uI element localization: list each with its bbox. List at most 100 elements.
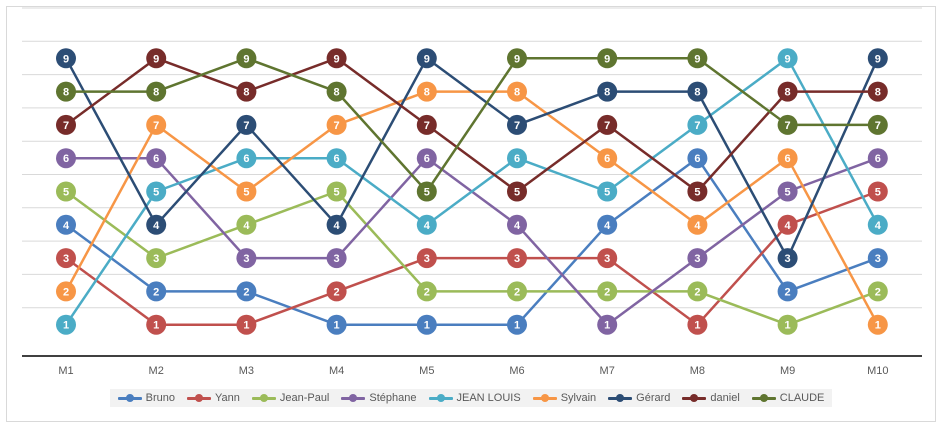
data-label: 9: [334, 53, 340, 65]
data-point: 3: [597, 248, 618, 269]
data-point: 8: [326, 81, 347, 102]
data-label: 8: [604, 87, 610, 99]
data-point-marker: [326, 48, 347, 69]
legend-label: Yann: [214, 392, 240, 404]
data-label: 2: [604, 286, 610, 298]
data-label: 5: [243, 187, 249, 199]
data-label: 4: [424, 220, 431, 232]
data-point-marker: [687, 48, 708, 69]
legend-label: CLAUDE: [779, 392, 825, 404]
data-point: 3: [56, 248, 76, 269]
data-point-marker: [236, 181, 257, 202]
data-point-marker: [867, 314, 888, 335]
data-label: 1: [875, 320, 881, 332]
data-point-marker: [597, 314, 618, 335]
data-point: 7: [146, 114, 167, 135]
data-point: 9: [146, 48, 167, 69]
data-label: 3: [153, 253, 159, 265]
data-point-marker: [867, 181, 888, 202]
data-label: 1: [785, 320, 791, 332]
data-label: 2: [785, 286, 791, 298]
data-point: 4: [687, 214, 708, 235]
data-point: 3: [236, 248, 257, 269]
data-point-marker: [146, 248, 167, 269]
data-point-marker: [777, 81, 798, 102]
data-point: 9: [597, 48, 618, 69]
data-point-marker: [56, 148, 76, 169]
data-point: 2: [236, 281, 257, 302]
data-point: 4: [146, 214, 167, 235]
data-label: 2: [694, 286, 700, 298]
data-label: 8: [243, 87, 249, 99]
data-point: 3: [687, 248, 708, 269]
data-point: 9: [867, 48, 888, 69]
data-point-marker: [236, 81, 257, 102]
x-tick-label: M6: [509, 365, 524, 377]
data-label: 9: [153, 53, 159, 65]
data-point: 7: [777, 114, 798, 135]
data-point: 1: [56, 314, 76, 335]
data-point-marker: [416, 148, 437, 169]
data-point-marker: [597, 181, 618, 202]
data-point: 9: [507, 48, 527, 69]
x-axis-labels: M1 M2 M3 M4 M5 M6 M7 M8 M9 M10: [58, 365, 888, 377]
legend-item: Yann: [186, 392, 240, 404]
legend-swatch-icon: [682, 393, 707, 403]
data-label: 1: [63, 320, 69, 332]
data-point-marker: [56, 48, 76, 69]
data-label: 9: [424, 53, 430, 65]
series-line: [65, 190, 879, 326]
data-point-marker: [867, 248, 888, 269]
legend-swatch-icon: [608, 393, 633, 403]
data-point-marker: [56, 248, 76, 269]
data-point-marker: [687, 114, 708, 135]
data-point-marker: [867, 114, 888, 135]
data-label: 6: [243, 153, 249, 165]
legend-swatch-icon: [341, 393, 366, 403]
data-label: 7: [153, 120, 159, 132]
data-point: 9: [687, 48, 708, 69]
data-point: 7: [416, 114, 437, 135]
data-label: 9: [694, 53, 700, 65]
data-label: 5: [694, 187, 700, 199]
data-point: 2: [146, 281, 167, 302]
data-label: 1: [243, 320, 249, 332]
data-point: 9: [777, 48, 798, 69]
data-point: 8: [597, 81, 618, 102]
data-label: 4: [694, 220, 701, 232]
data-label: 3: [63, 253, 69, 265]
data-point-marker: [416, 81, 437, 102]
data-point-marker: [146, 81, 167, 102]
data-point: 7: [56, 114, 76, 135]
data-label: 6: [785, 153, 791, 165]
data-point-marker: [597, 81, 618, 102]
data-point-marker: [687, 181, 708, 202]
data-point-marker: [416, 248, 437, 269]
data-point: 5: [597, 181, 618, 202]
data-label: 8: [334, 87, 340, 99]
data-point: 1: [777, 314, 798, 335]
data-point-marker: [146, 314, 167, 335]
data-label: 1: [424, 320, 430, 332]
data-point-marker: [146, 148, 167, 169]
data-label: 1: [694, 320, 700, 332]
data-point: 8: [56, 81, 76, 102]
data-point-marker: [416, 281, 437, 302]
data-point-marker: [687, 281, 708, 302]
data-point-marker: [777, 181, 798, 202]
legend-swatch-icon: [428, 393, 453, 403]
data-point: 2: [416, 281, 437, 302]
data-point: 8: [777, 81, 798, 102]
data-point-marker: [56, 214, 76, 235]
data-label: 2: [243, 286, 249, 298]
legend-label: Jean-Paul: [279, 392, 330, 404]
data-point: 4: [236, 214, 257, 235]
legend-swatch-icon: [251, 393, 276, 403]
data-label: 3: [514, 253, 520, 265]
data-point: 2: [687, 281, 708, 302]
data-point-marker: [236, 114, 257, 135]
data-point: 5: [687, 181, 708, 202]
data-point: 2: [326, 281, 347, 302]
data-label: 6: [334, 153, 340, 165]
data-point-marker: [687, 148, 708, 169]
